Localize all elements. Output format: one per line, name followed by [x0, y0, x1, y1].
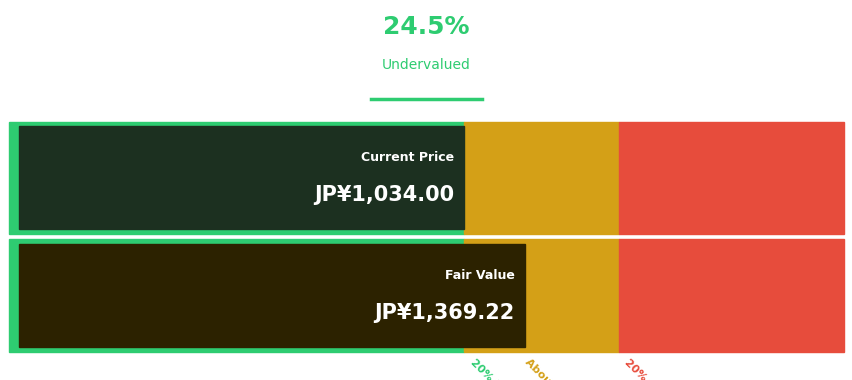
- Text: 20% Undervalued: 20% Undervalued: [468, 357, 552, 380]
- Text: 24.5%: 24.5%: [383, 14, 469, 39]
- Text: 20% Overvalued: 20% Overvalued: [622, 357, 701, 380]
- Bar: [19, 126, 463, 229]
- Text: Current Price: Current Price: [360, 151, 453, 165]
- Text: JP¥1,369.22: JP¥1,369.22: [374, 302, 515, 323]
- Bar: [9, 122, 463, 234]
- Text: Fair Value: Fair Value: [445, 269, 515, 282]
- Bar: [19, 244, 525, 347]
- Text: JP¥1,034.00: JP¥1,034.00: [314, 185, 453, 205]
- Bar: [463, 239, 618, 352]
- Text: About Right: About Right: [522, 357, 581, 380]
- Bar: [618, 122, 843, 234]
- Text: Undervalued: Undervalued: [382, 58, 470, 71]
- Bar: [463, 122, 618, 234]
- Bar: [9, 239, 463, 352]
- Bar: [618, 239, 843, 352]
